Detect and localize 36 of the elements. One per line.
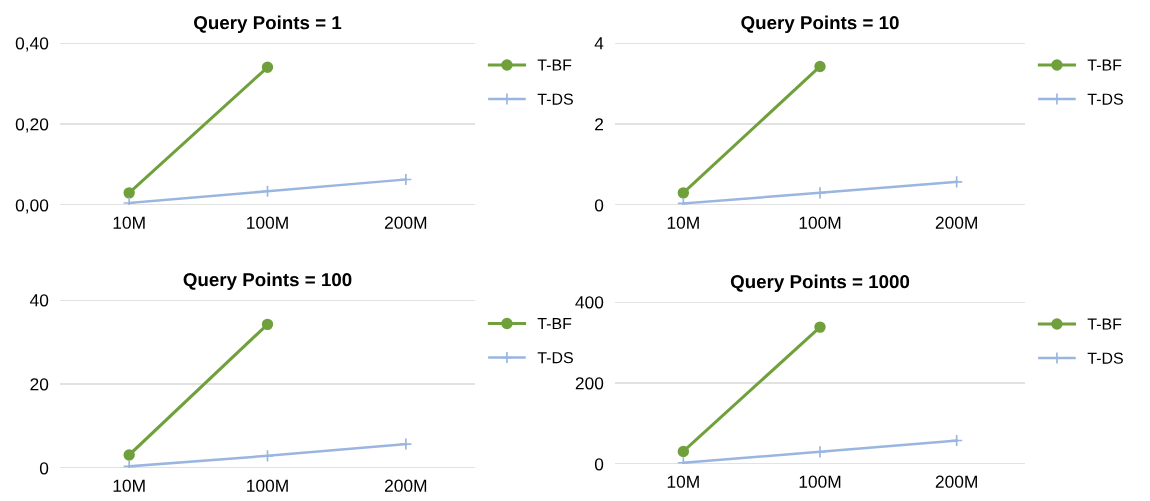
y-tick-label: 0 [594, 199, 604, 212]
legend-label: T-DS [537, 352, 573, 364]
legend-label: T-DS [1087, 352, 1123, 364]
y-tick-label: 200 [575, 377, 604, 390]
y-tick-label: 20 [30, 378, 49, 391]
legend-label: T-BF [537, 318, 572, 330]
legend-label: T-BF [1087, 59, 1122, 71]
y-tick-label: 40 [29, 294, 49, 307]
y-tick-label: 0 [39, 462, 49, 475]
chart-title: Query Points = 1 [194, 15, 342, 33]
x-tick-label: 200M [935, 216, 977, 229]
chart-title: Query Points = 1000 [730, 274, 910, 292]
y-tick-label: 0 [594, 458, 604, 471]
legend-label: T-BF [1087, 318, 1122, 330]
x-tick-label: 10M [113, 216, 145, 229]
x-tick-label: 10M [667, 475, 699, 488]
x-tick-label: 100M [799, 216, 841, 229]
chart-title: Query Points = 10 [741, 15, 899, 33]
x-tick-label: 10M [113, 479, 145, 492]
y-tick-label: 0,20 [15, 118, 49, 133]
x-tick-label: 200M [384, 216, 427, 229]
x-tick-label: 200M [935, 475, 977, 488]
y-tick-label: 400 [575, 296, 604, 309]
x-tick-label: 200M [384, 479, 427, 492]
x-tick-label: 100M [799, 475, 841, 488]
legend-label: T-DS [537, 93, 573, 105]
legend-label: T-BF [537, 59, 572, 71]
chart-title: Query Points = 100 [183, 272, 352, 290]
x-tick-label: 100M [247, 479, 288, 492]
y-tick-label: 4 [594, 37, 604, 50]
y-tick-label: 0,00 [15, 199, 49, 214]
x-tick-label: 100M [247, 216, 288, 229]
y-tick-label: 2 [595, 118, 604, 131]
legend-label: T-DS [1087, 93, 1123, 105]
y-tick-label: 0,40 [15, 37, 49, 52]
x-tick-label: 10M [667, 216, 699, 229]
